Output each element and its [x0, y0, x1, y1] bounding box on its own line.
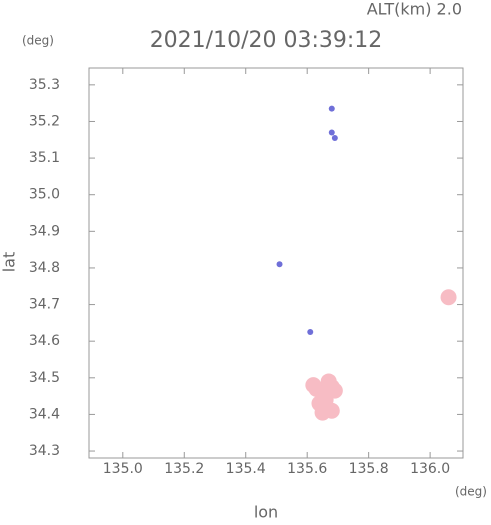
y-tick-label: 34.5	[29, 370, 60, 386]
x-axis-label: lon	[254, 503, 278, 522]
x-tick-label: 135.2	[164, 461, 204, 477]
y-tick-label: 34.7	[29, 297, 60, 313]
echo-point	[328, 129, 335, 136]
chart-title: 2021/10/20 03:39:12	[150, 28, 383, 53]
y-tick-label: 34.3	[29, 443, 60, 459]
x-unit: (deg)	[455, 485, 487, 499]
y-tick-label: 35.0	[29, 187, 60, 203]
x-tick-label: 135.0	[103, 461, 143, 477]
altitude-label: ALT(km) 2.0	[367, 0, 462, 19]
y-tick-label: 34.6	[29, 333, 60, 349]
y-axis-label: lat	[0, 252, 19, 273]
echo-point	[305, 377, 322, 394]
x-tick-label: 135.8	[349, 461, 389, 477]
y-unit: (deg)	[22, 34, 54, 48]
plot-frame	[88, 67, 464, 459]
echo-point	[307, 329, 314, 336]
x-tick-label: 135.6	[287, 461, 327, 477]
y-tick-label: 35.1	[29, 150, 60, 166]
echo-point	[440, 289, 457, 306]
x-tick-label: 135.4	[226, 461, 266, 477]
echo-point	[328, 105, 335, 112]
echo-point	[276, 261, 283, 268]
echo-point	[323, 402, 340, 419]
x-tick-label: 136.0	[410, 461, 450, 477]
y-tick-label: 35.3	[29, 77, 60, 93]
y-tick-label: 34.9	[29, 223, 60, 239]
y-tick-label: 34.4	[29, 406, 60, 422]
echo-point	[331, 134, 338, 141]
y-tick-label: 35.2	[29, 113, 60, 129]
y-tick-label: 34.8	[29, 260, 60, 276]
